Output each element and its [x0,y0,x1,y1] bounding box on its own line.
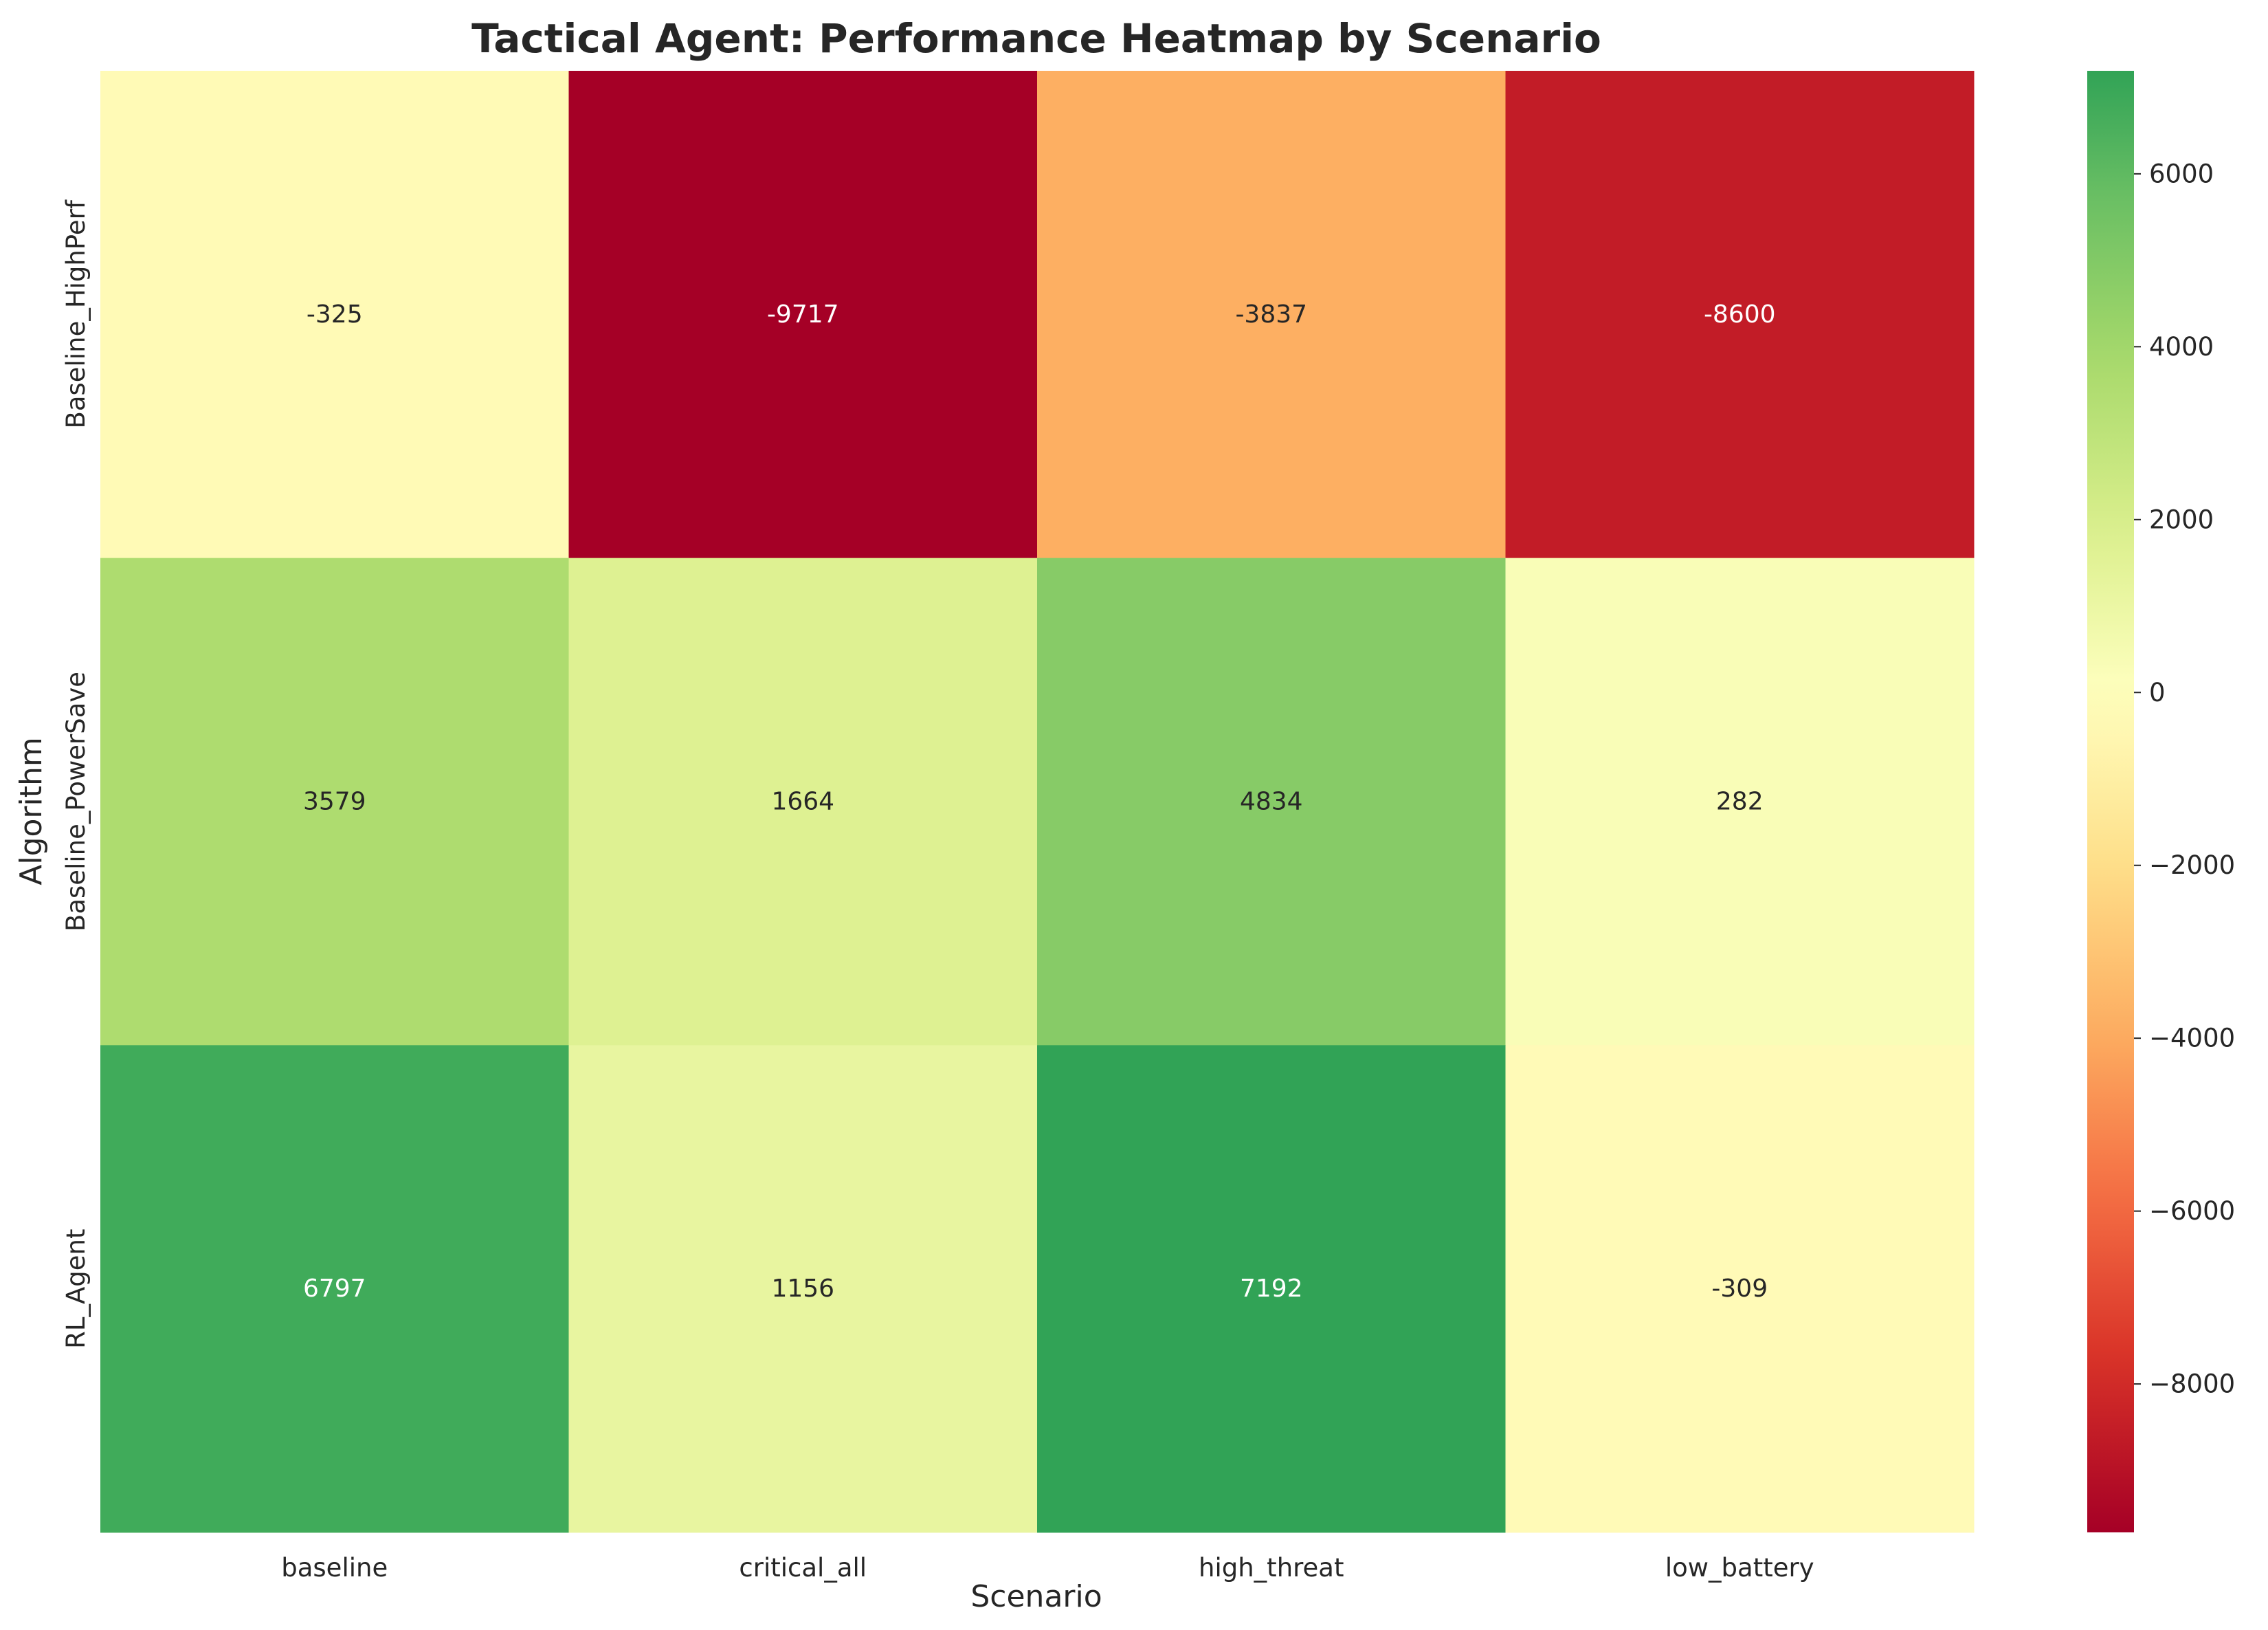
cell-value-label: -8600 [1704,300,1776,329]
cell-value-label: -9717 [767,300,839,329]
cell-value-label: -325 [307,300,363,329]
heatmap-cell [1505,558,1975,1046]
colorbar [2087,71,2134,1532]
y-tick-labels: Baseline_HighPerf Baseline_PowerSave RL_Ag… [61,199,91,1349]
colorbar-tick-label: −8000 [2149,1369,2235,1399]
heatmap-cell [568,1045,1038,1533]
x-axis-label: Scenario [970,1579,1102,1614]
chart-title: Tactical Agent: Performance Heatmap by S… [471,15,1601,62]
heatmap-cell [1037,558,1506,1046]
cell-value-label: 4834 [1240,788,1303,816]
cell-labels: -325 -9717 -3837 -8600 3579 1664 4834 282 6797 11… [303,300,1776,1303]
heatmap-cell [1505,71,1975,559]
cell-value-label: 3579 [303,788,366,816]
heatmap-cell [568,71,1038,559]
cell-value-label: -3837 [1235,300,1307,329]
heatmap-cell [1037,1045,1506,1533]
colorbar-ticks: 6000 4000 2000 0 −2000 −4000 −6000 −8000 [2134,159,2235,1399]
x-tick-label: critical_all [739,1553,867,1583]
cell-value-label: 6797 [303,1275,366,1303]
x-tick-label: baseline [281,1553,388,1583]
cell-value-label: 1156 [771,1275,834,1303]
y-axis-label: Algorithm [14,737,49,885]
x-tick-labels: baseline critical_all high_threat low_batte… [281,1553,1814,1583]
y-tick-label: Baseline_HighPerf [61,199,91,428]
colorbar-tick-label: −4000 [2149,1024,2235,1053]
heatmap-cell [100,1045,569,1533]
y-tick-label: RL_Agent [61,1229,91,1348]
heatmap-cell [568,558,1038,1046]
heatmap-cells [100,71,1975,1533]
x-tick-label: low_battery [1665,1553,1814,1583]
heatmap-cell [100,71,569,559]
cell-value-label: 1664 [771,788,834,816]
colorbar-tick-label: 0 [2149,678,2166,707]
colorbar-tick-label: 2000 [2149,505,2214,534]
x-tick-label: high_threat [1199,1553,1344,1583]
cell-value-label: 7192 [1240,1275,1303,1303]
colorbar-tick-label: 6000 [2149,159,2214,188]
colorbar-tick-label: 4000 [2149,332,2214,362]
heatmap-cell [1505,1045,1975,1533]
cell-value-label: 282 [1716,788,1764,816]
heatmap-cell [100,558,569,1046]
cell-value-label: -309 [1711,1275,1768,1303]
colorbar-tick-label: −2000 [2149,850,2235,880]
heatmap-cell [1037,71,1506,559]
y-tick-label: Baseline_PowerSave [61,672,91,932]
colorbar-tick-label: −6000 [2149,1196,2235,1226]
